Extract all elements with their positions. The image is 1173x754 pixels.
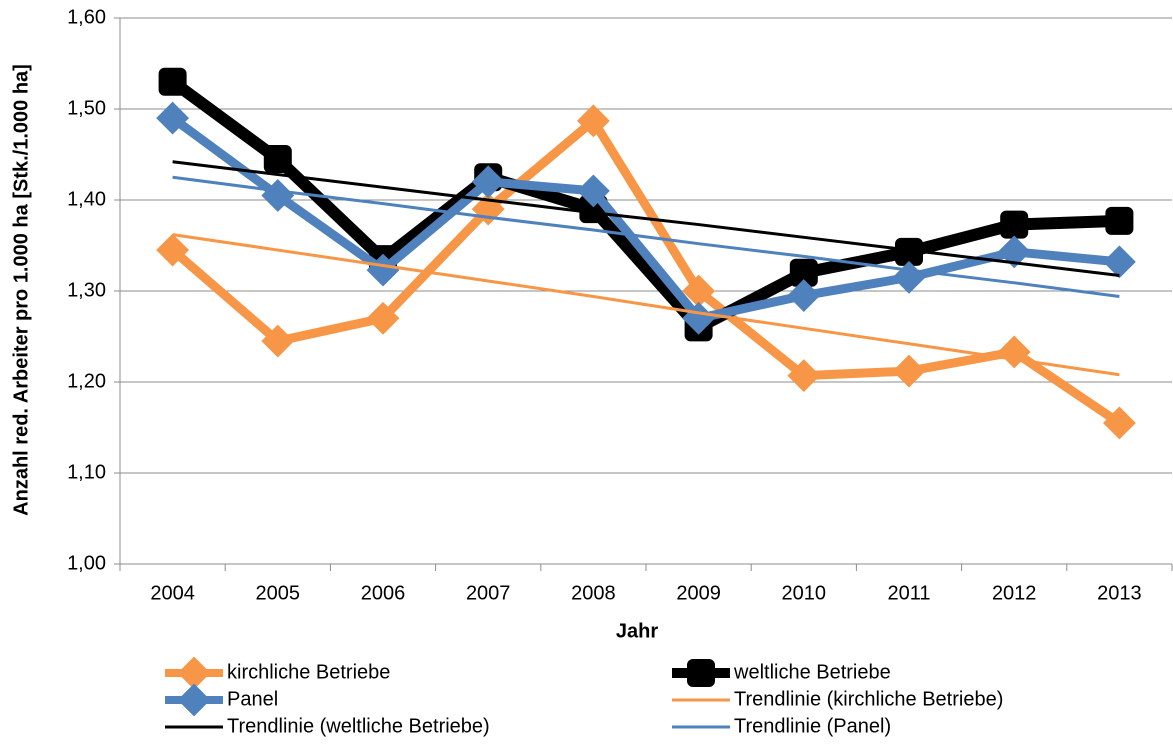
legend-marker [687, 659, 715, 687]
legend-label: Trendlinie (Panel) [734, 715, 891, 737]
trend-line [172, 233, 1120, 377]
y-tick-label: 1,20 [67, 370, 106, 392]
x-tick-label: 2004 [150, 582, 195, 604]
y-tick-label: 1,60 [67, 6, 106, 28]
data-point [158, 67, 187, 96]
data-point [892, 354, 926, 388]
legend-marker [177, 656, 211, 690]
data-point [787, 359, 821, 393]
y-axis-title: Anzahl red. Arbeiter pro 1.000 ha [Stk./… [10, 64, 32, 516]
x-tick-label: 2013 [1097, 582, 1142, 604]
data-point [1102, 245, 1136, 279]
data-point [576, 174, 610, 208]
data-point [1105, 206, 1134, 235]
y-tick-label: 1,30 [67, 279, 106, 301]
x-tick-label: 2012 [992, 582, 1037, 604]
x-tick-label: 2006 [361, 582, 406, 604]
data-line [169, 116, 1122, 427]
legend-label: Trendlinie (weltliche Betriebe) [227, 715, 490, 737]
y-tick-label: 1,50 [67, 97, 106, 119]
legend-marker [177, 683, 211, 717]
x-tick-label: 2005 [256, 582, 301, 604]
data-line [169, 114, 1120, 323]
y-tick-label: 1,10 [67, 461, 106, 483]
trend-line [172, 175, 1120, 298]
x-tick-label: 2007 [466, 582, 511, 604]
y-tick-label: 1,40 [67, 188, 106, 210]
trend-line [172, 160, 1120, 278]
data-point [261, 324, 295, 358]
legend-label: weltliche Betriebe [733, 661, 891, 683]
x-tick-label: 2010 [782, 582, 827, 604]
data-point [892, 260, 926, 294]
legend-label: Trendlinie (kirchliche Betriebe) [734, 688, 1003, 710]
data-point [1000, 210, 1029, 239]
data-line [169, 76, 1120, 334]
x-tick-label: 2009 [676, 582, 721, 604]
y-tick-label: 1,00 [67, 552, 106, 574]
data-point [1102, 406, 1136, 440]
x-tick-label: 2008 [571, 582, 616, 604]
x-axis-title: Jahr [616, 620, 658, 642]
x-tick-label: 2011 [887, 582, 930, 604]
data-point [471, 165, 505, 199]
data-point [576, 104, 610, 138]
data-point [787, 279, 821, 312]
data-point [156, 233, 190, 267]
data-point [366, 301, 400, 335]
legend-label: kirchliche Betriebe [227, 661, 390, 683]
data-point [263, 145, 292, 174]
data-point [997, 235, 1031, 269]
legend-label: Panel [227, 688, 278, 710]
data-point [156, 101, 190, 135]
